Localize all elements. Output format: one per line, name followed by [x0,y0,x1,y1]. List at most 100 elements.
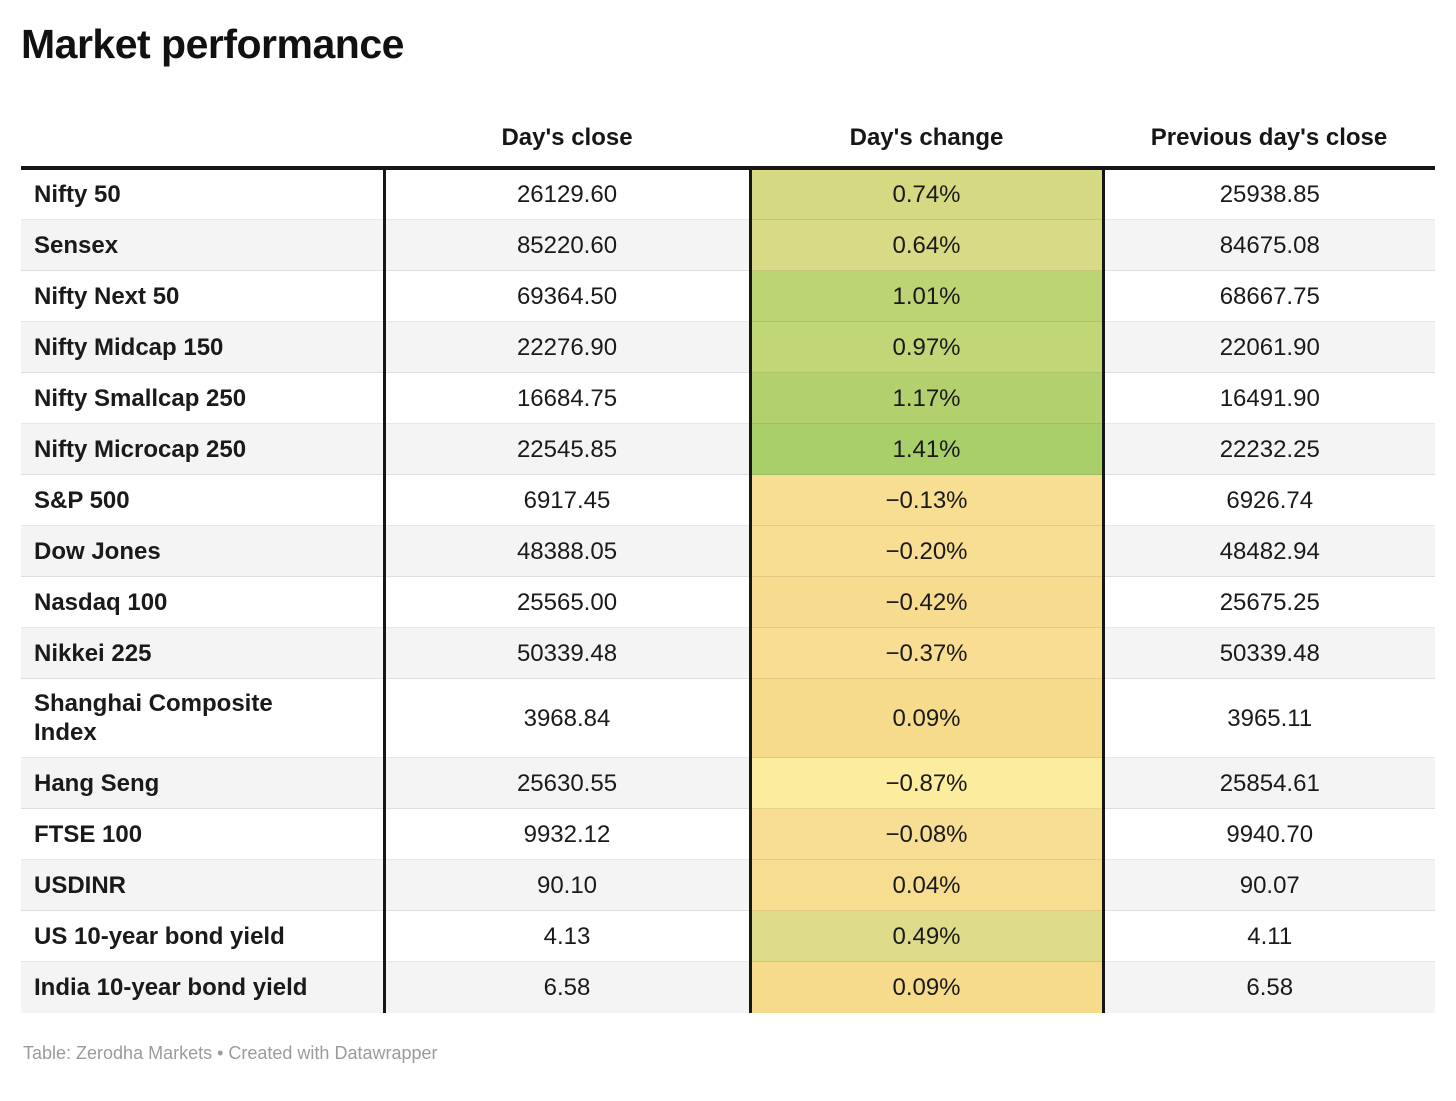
days-close-cell: 4.13 [384,910,750,962]
row-label-cell: Shanghai Composite Index [21,678,386,758]
days-close-cell: 22545.85 [384,423,750,475]
row-label-cell: FTSE 100 [21,808,386,860]
row-label-cell: Sensex [21,219,386,271]
previous-days-close-cell: 25675.25 [1103,576,1435,628]
table-row: Nifty Microcap 250 22545.85 1.41% 22232.25 [21,423,1435,475]
table-row: Nifty Next 50 69364.50 1.01% 68667.75 [21,270,1435,322]
days-change-cell: 0.09% [748,961,1105,1013]
row-label: Sensex [34,231,119,259]
days-change-cell: −0.87% [748,757,1105,809]
days-close-cell: 90.10 [384,859,750,911]
days-change-cell: −0.37% [748,627,1105,679]
row-label-cell: Hang Seng [21,757,386,809]
previous-days-close-cell: 22061.90 [1103,321,1435,373]
days-close-cell: 85220.60 [384,219,750,271]
days-change-cell: 0.64% [748,219,1105,271]
previous-days-close-cell: 90.07 [1103,859,1435,911]
row-label: Nifty Next 50 [34,282,180,310]
row-label: Nifty 50 [34,181,121,209]
table-row: USDINR 90.10 0.04% 90.07 [21,859,1435,911]
days-close-cell: 6917.45 [384,474,750,526]
previous-days-close-cell: 25854.61 [1103,757,1435,809]
row-label-cell: Nifty Midcap 150 [21,321,386,373]
row-label: Dow Jones [34,537,161,565]
days-close-cell: 48388.05 [384,525,750,577]
days-change-cell: −0.08% [748,808,1105,860]
row-label: USDINR [34,871,127,899]
page-title: Market performance [21,21,404,67]
table-row: Hang Seng 25630.55 −0.87% 25854.61 [21,757,1435,809]
days-close-cell: 9932.12 [384,808,750,860]
table-row: Shanghai Composite Index 3968.84 0.09% 3965… [21,678,1435,758]
days-change-cell: 0.74% [748,168,1105,220]
days-close-cell: 16684.75 [384,372,750,424]
days-change-cell: −0.20% [748,525,1105,577]
row-label-cell: S&P 500 [21,474,386,526]
row-label: Hang Seng [34,769,160,797]
days-change-cell: 0.04% [748,859,1105,911]
days-close-cell: 26129.60 [516,181,618,209]
previous-days-close-cell: 3965.11 [1103,678,1435,758]
table-row: Sensex 85220.60 0.64% 84675.08 [21,219,1435,271]
previous-days-close-cell: 48482.94 [1103,525,1435,577]
previous-days-close-cell: 6.58 [1103,961,1435,1013]
row-label: S&P 500 [34,486,130,514]
table-row: S&P 500 6917.45 −0.13% 6926.74 [21,474,1435,526]
column-header-days-change: Day's change [849,124,1004,152]
row-label: India 10-year bond yield [34,974,308,1002]
table-row: Nifty 50 26129.60 0.74% 25938.85 [21,168,1435,220]
row-label: Nasdaq 100 [34,588,168,616]
days-close-cell: 6.58 [384,961,750,1013]
days-close-cell: 50339.48 [384,627,750,679]
days-change-cell: 0.49% [748,910,1105,962]
previous-days-close-cell: 84675.08 [1103,219,1435,271]
table-body: Nifty 50 26129.60 0.74% 25938.85 Sensex 85220… [21,168,1435,1013]
previous-days-close-cell: 9940.70 [1103,808,1435,860]
table-row: Dow Jones 48388.05 −0.20% 48482.94 [21,525,1435,577]
row-label-cell: Nifty Smallcap 250 [21,372,386,424]
table-row: Nasdaq 100 25565.00 −0.42% 25675.25 [21,576,1435,628]
table-row: US 10-year bond yield 4.13 0.49% 4.11 [21,910,1435,962]
row-label: Nifty Midcap 150 [34,333,224,361]
column-header-row-label [21,68,384,168]
previous-days-close-cell: 16491.90 [1103,372,1435,424]
row-label: Nifty Smallcap 250 [34,384,247,412]
row-label: Nikkei 225 [34,639,152,667]
row-label-cell: Nifty 50 [21,168,386,220]
row-label-cell: US 10-year bond yield [21,910,386,962]
table-row: Nikkei 225 50339.48 −0.37% 50339.48 [21,627,1435,679]
row-label-cell: Nikkei 225 [21,627,386,679]
header-row: Day's close Day's change Previous day's cl… [21,68,1435,168]
previous-days-close-cell: 68667.75 [1103,270,1435,322]
days-change-cell: 0.97% [748,321,1105,373]
previous-days-close-cell: 6926.74 [1103,474,1435,526]
table-row: FTSE 100 9932.12 −0.08% 9940.70 [21,808,1435,860]
row-label-cell: Nifty Microcap 250 [21,423,386,475]
previous-days-close-cell: 25938.85 [1219,181,1320,209]
days-close-cell: 3968.84 [384,678,750,758]
days-change-cell: −0.42% [748,576,1105,628]
row-label-cell: USDINR [21,859,386,911]
days-change-cell: 1.01% [748,270,1105,322]
days-close-cell: 25630.55 [384,757,750,809]
row-label: FTSE 100 [34,820,143,848]
attribution-footer: Table: Zerodha Markets • Created with Da… [23,1042,438,1063]
days-change-cell: 1.41% [748,423,1105,475]
table-row: India 10-year bond yield 6.58 0.09% 6.58 [21,961,1435,1013]
row-label-cell: India 10-year bond yield [21,961,386,1013]
days-change-cell: −0.13% [748,474,1105,526]
column-header-previous-days-close: Previous day's close [1150,124,1388,152]
days-change-cell: 0.09% [748,678,1105,758]
previous-days-close-cell: 4.11 [1103,910,1435,962]
row-label-cell: Nasdaq 100 [21,576,386,628]
row-label: US 10-year bond yield [34,922,285,950]
row-label-cell: Dow Jones [21,525,386,577]
market-performance-table: Day's close Day's change Previous day's cl… [21,68,1435,1013]
days-close-cell: 25565.00 [384,576,750,628]
previous-days-close-cell: 50339.48 [1103,627,1435,679]
column-header-days-close: Day's close [501,124,633,152]
previous-days-close-cell: 22232.25 [1103,423,1435,475]
days-change-cell: 1.17% [748,372,1105,424]
row-label: Nifty Microcap 250 [34,435,247,463]
